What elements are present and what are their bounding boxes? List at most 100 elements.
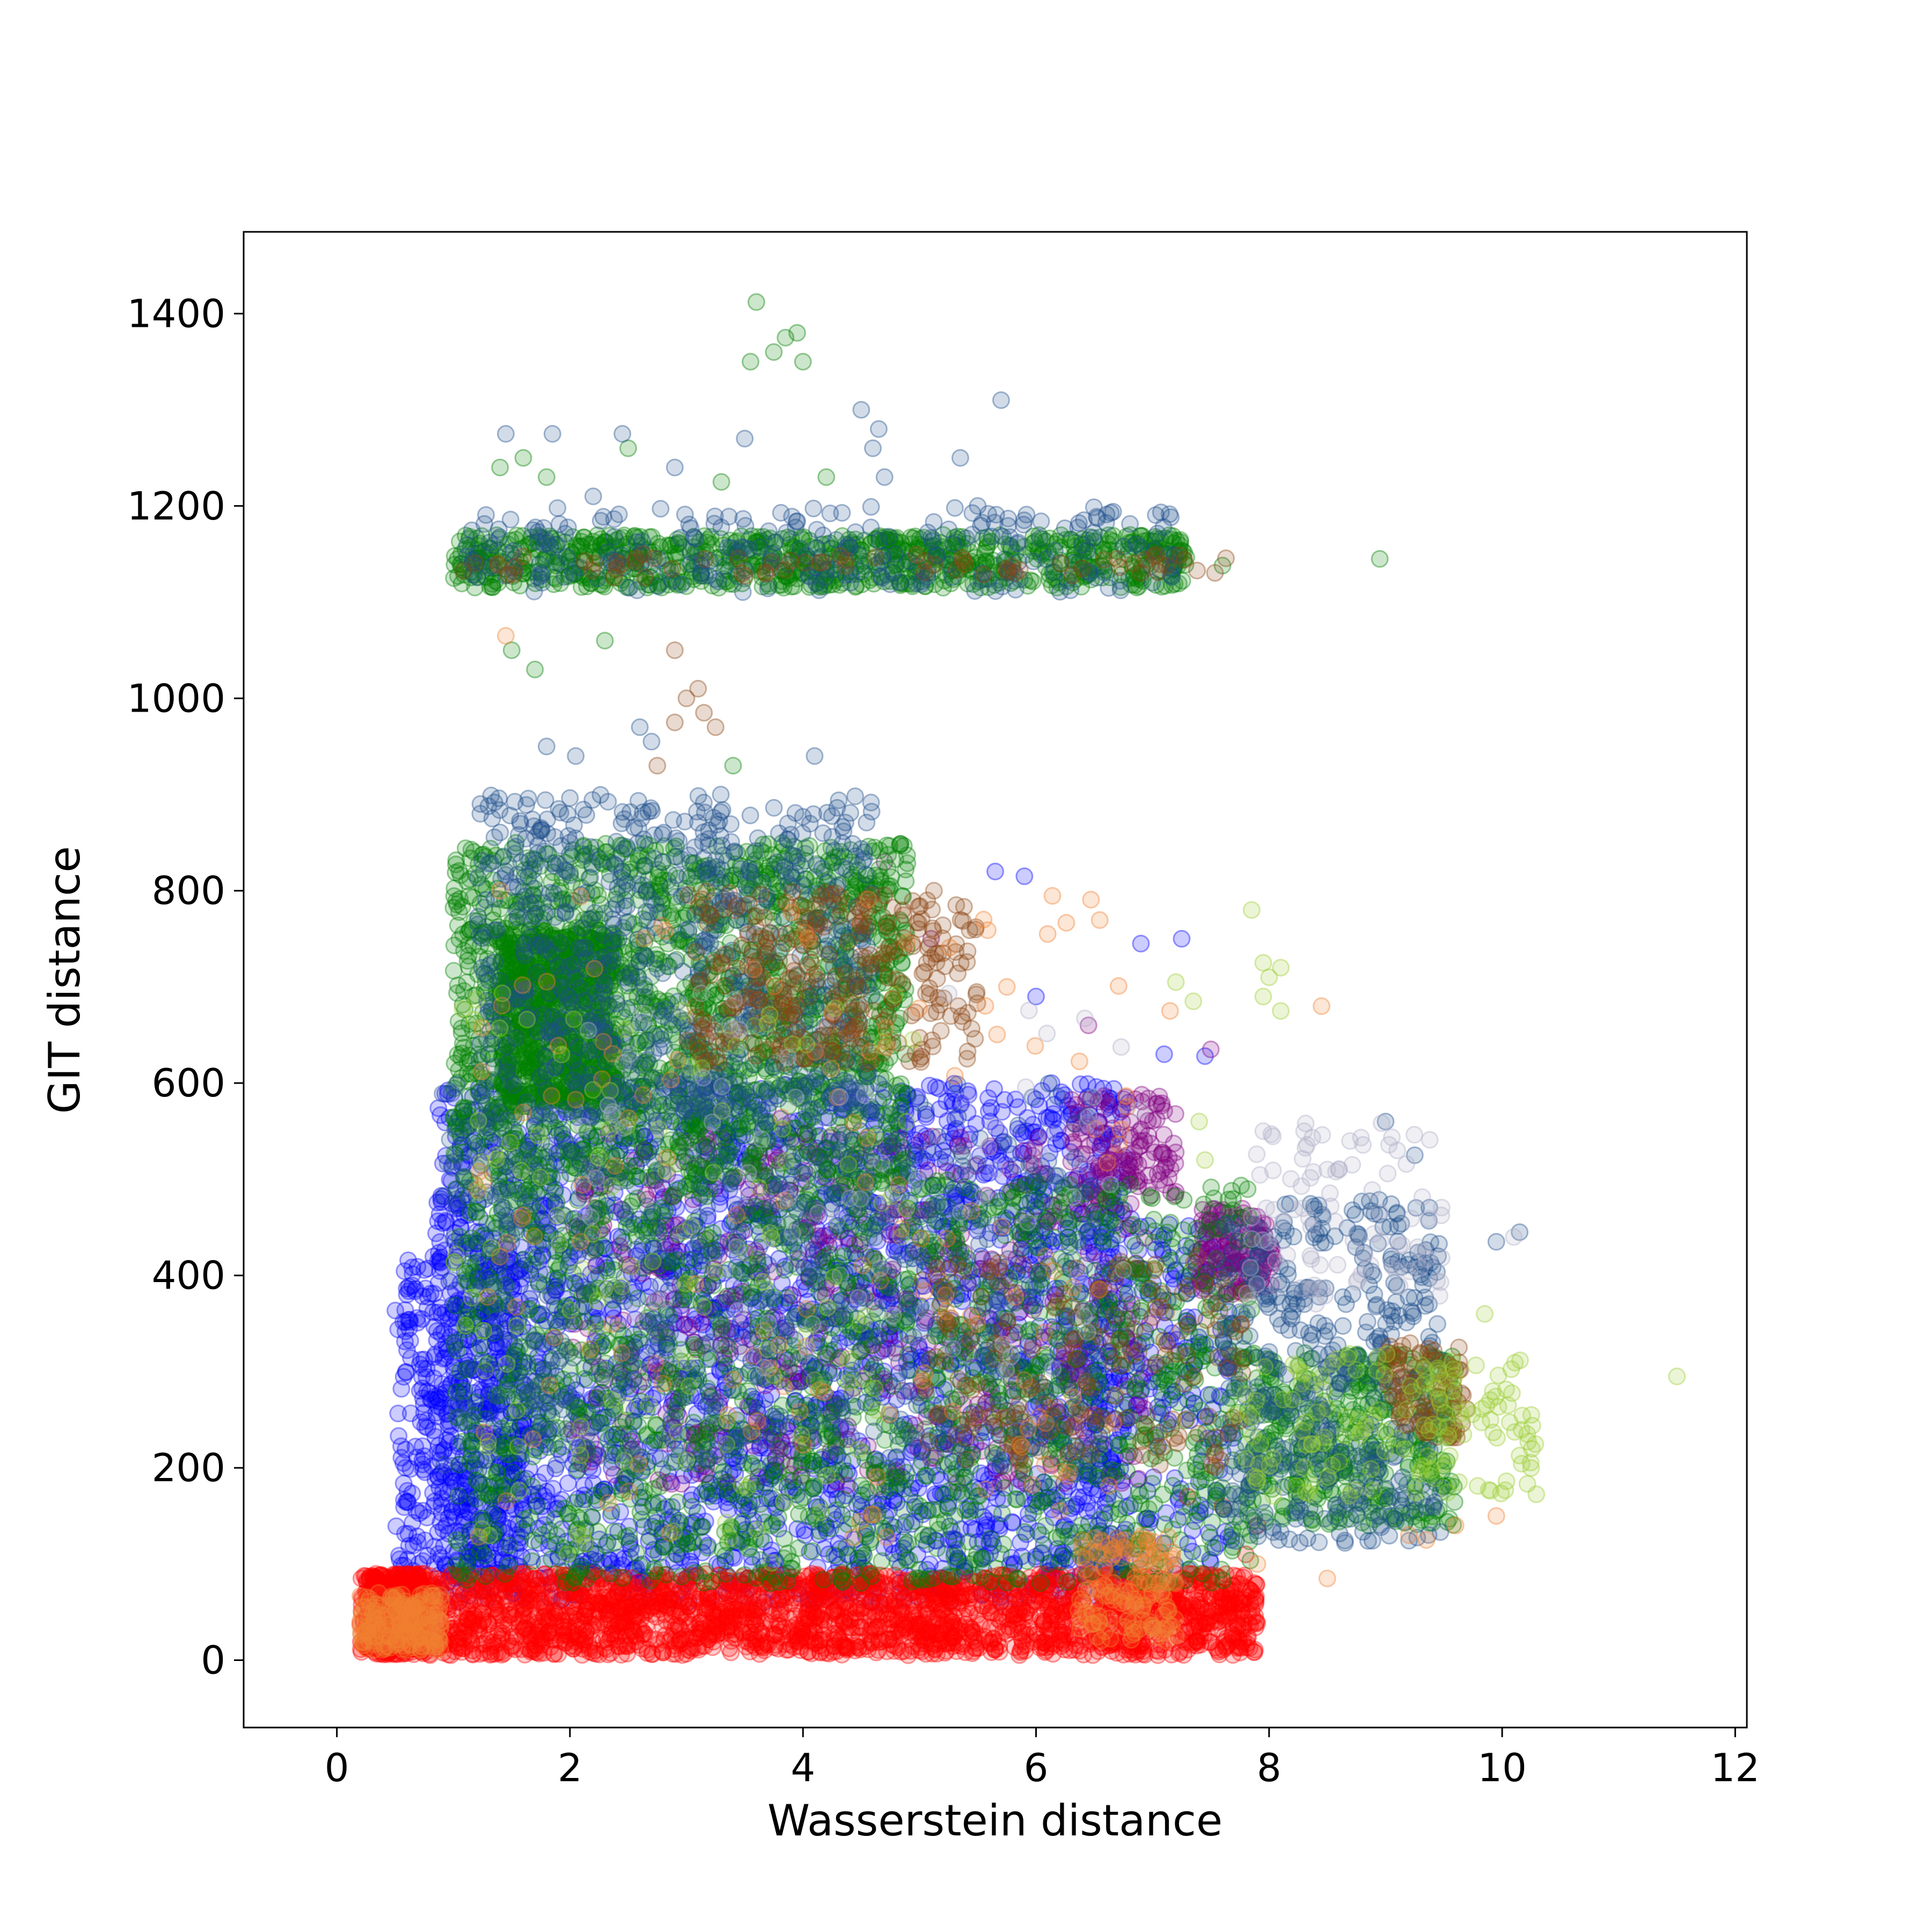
scatter-point (771, 1201, 789, 1218)
scatter-point (633, 1149, 651, 1167)
scatter-point (885, 1144, 904, 1162)
scatter-point (605, 1132, 624, 1150)
scatter-point (457, 1179, 475, 1197)
scatter-point (704, 1492, 722, 1511)
scatter-point (567, 1554, 586, 1572)
scatter-point (630, 1567, 648, 1585)
scatter-point (845, 1561, 863, 1579)
scatter-point (1068, 1360, 1086, 1379)
scatter-point (750, 1158, 768, 1176)
scatter-point (974, 1418, 992, 1437)
scatter-point (926, 1216, 944, 1233)
scatter-point (567, 1381, 585, 1399)
scatter-point (389, 1404, 407, 1423)
scatter-point (475, 1320, 494, 1338)
scatter-point (823, 1185, 841, 1204)
scatter-point (496, 1539, 514, 1557)
scatter-point (801, 1543, 819, 1561)
scatter-point (890, 1364, 908, 1382)
scatter-point (568, 1405, 586, 1423)
scatter-point (599, 1393, 617, 1411)
scatter-point (933, 1218, 951, 1236)
scatter-point (1050, 1545, 1068, 1563)
scatter-point (573, 1136, 591, 1154)
scatter-point (787, 1392, 805, 1410)
scatter-point (553, 1520, 571, 1538)
scatter-point (684, 1372, 702, 1391)
scatter-point (621, 1380, 640, 1398)
scatter-point (662, 1254, 680, 1272)
scatter-point (848, 1249, 866, 1268)
scatter-point (981, 1113, 999, 1131)
scatter-point (818, 1309, 836, 1328)
scatter-point (707, 1104, 726, 1123)
scatter-point (837, 1382, 854, 1401)
scatter-point (1070, 1488, 1088, 1506)
scatter-point (665, 1419, 683, 1437)
scatter-point (799, 1293, 817, 1311)
scatter-point (723, 1137, 742, 1155)
scatter-point (499, 1240, 517, 1258)
scatter-point (625, 1370, 643, 1388)
scatter-point (887, 1449, 905, 1467)
scatter-point (961, 1125, 979, 1143)
scatter-point (726, 1367, 744, 1385)
scatter-point (566, 1210, 584, 1228)
scatter-point (796, 1312, 814, 1330)
scatter-point (424, 1484, 442, 1502)
scatter-point (727, 1407, 745, 1425)
scatter-point (697, 1307, 715, 1326)
scatter-point (837, 1420, 855, 1438)
scatter-point (507, 1403, 525, 1422)
scatter-point (570, 1438, 588, 1457)
scatter-point (924, 1143, 942, 1161)
scatter-point (1044, 1111, 1063, 1129)
scatter-point (503, 1584, 522, 1602)
scatter-point (889, 1236, 907, 1254)
scatter-point (901, 1346, 919, 1365)
scatter-point (590, 1530, 609, 1548)
scatter-point (1007, 1448, 1026, 1467)
scatter-point (781, 1374, 799, 1392)
scatter-point (574, 1087, 592, 1105)
scatter-point (875, 1331, 894, 1349)
scatter-point (1099, 1490, 1117, 1508)
scatter-point (581, 1179, 599, 1197)
scatter-point (675, 1291, 693, 1309)
scatter-point (677, 1254, 696, 1271)
scatter-point (486, 1136, 504, 1154)
scatter-point (536, 1197, 554, 1215)
scatter-point (864, 1194, 882, 1212)
scatter-point (533, 1497, 551, 1516)
scatter-point (507, 1149, 525, 1167)
scatter-point (942, 1465, 961, 1483)
scatter-point (930, 1079, 948, 1097)
scatter-point (437, 1147, 455, 1165)
scatter-point (562, 1389, 581, 1407)
scatter-point (852, 1122, 870, 1140)
scatter-point (990, 1520, 1008, 1538)
scatter-point (1116, 1448, 1135, 1466)
scatter-point (714, 1293, 732, 1312)
scatter-point (897, 1513, 915, 1532)
scatter-point (1155, 1045, 1173, 1063)
scatter-point (824, 1364, 843, 1382)
scatter-point (452, 1497, 470, 1515)
scatter-point (830, 1131, 848, 1149)
scatter-point (526, 1106, 545, 1124)
scatter-point (850, 1432, 868, 1450)
scatter-point (452, 1191, 470, 1209)
scatter-point (722, 1323, 741, 1341)
scatter-point (531, 1442, 549, 1460)
scatter-point (765, 1230, 784, 1248)
scatter-point (1009, 1098, 1027, 1116)
scatter-point (458, 1575, 476, 1593)
scatter-point (719, 1567, 737, 1585)
scatter-point (943, 1092, 961, 1110)
scatter-point (656, 1212, 674, 1230)
scatter-point (576, 1223, 594, 1241)
scatter-point (516, 1256, 534, 1275)
scatter-point (451, 1136, 470, 1154)
scatter-point (785, 1364, 803, 1382)
scatter-point (768, 1328, 786, 1346)
